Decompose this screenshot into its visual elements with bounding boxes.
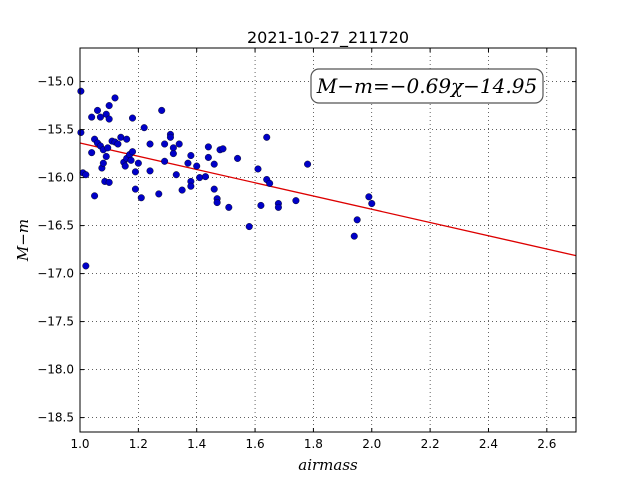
data-point (263, 133, 271, 141)
data-point (99, 159, 107, 167)
data-point (140, 124, 148, 132)
data-point (178, 186, 186, 194)
y-tick-label: −16.5 (37, 219, 74, 233)
data-point (245, 223, 253, 231)
data-point (146, 140, 154, 148)
chart-title: 2021-10-27_211720 (247, 28, 409, 48)
data-point (129, 114, 137, 122)
data-point (88, 149, 96, 157)
data-point (219, 145, 227, 153)
x-tick-label: 1.6 (246, 437, 265, 451)
x-tick-label: 2.4 (479, 437, 498, 451)
data-point (121, 162, 129, 170)
data-point (368, 200, 376, 208)
x-tick-label: 2.0 (362, 437, 381, 451)
data-point (146, 167, 154, 175)
data-point (105, 115, 113, 123)
data-point (169, 150, 177, 158)
data-point (266, 179, 274, 187)
data-point (123, 135, 131, 143)
data-point (172, 171, 180, 179)
x-tick-label: 1.2 (129, 437, 148, 451)
data-point (134, 159, 142, 167)
data-point (129, 148, 137, 156)
data-point (111, 94, 119, 102)
data-point (365, 193, 373, 201)
data-point (117, 133, 125, 141)
y-tick-label: −15.0 (37, 75, 74, 89)
y-tick-label: −15.5 (37, 123, 74, 137)
x-tick-label: 2.2 (421, 437, 440, 451)
fit-equation: M−m=−0.69χ−14.95 (316, 74, 537, 98)
x-tick-label: 2.6 (537, 437, 556, 451)
y-tick-label: −18.0 (37, 363, 74, 377)
y-tick-label: −17.5 (37, 315, 74, 329)
data-point (225, 203, 233, 211)
data-point (274, 203, 282, 211)
data-point (166, 133, 174, 141)
plot-frame (79, 47, 577, 433)
x-tick-label: 1.8 (304, 437, 323, 451)
data-point (91, 192, 99, 200)
data-point (161, 140, 169, 148)
data-point (196, 174, 204, 182)
y-tick-label: −17.0 (37, 267, 74, 281)
data-point (210, 185, 218, 193)
data-point (187, 152, 195, 160)
data-point (350, 232, 358, 240)
data-point (257, 201, 265, 209)
x-tick-label: 1.4 (187, 437, 206, 451)
y-tick-label: −18.5 (37, 411, 74, 425)
data-point (105, 102, 113, 110)
grid (79, 48, 576, 432)
data-point (77, 87, 85, 95)
annotation-box: M−m=−0.69χ−14.95 (310, 68, 544, 104)
x-axis-label: airmass (298, 456, 358, 474)
data-point (353, 216, 361, 224)
data-point (94, 106, 102, 114)
data-point (184, 159, 192, 167)
data-point (175, 140, 183, 148)
data-point (82, 171, 90, 179)
data-point (292, 197, 300, 205)
y-tick-label: −16.0 (37, 171, 74, 185)
y-axis-label: M−m (14, 219, 32, 262)
data-point (131, 168, 139, 176)
data-point (158, 106, 166, 114)
data-point (210, 160, 218, 168)
data-point (102, 152, 110, 160)
points-group (77, 87, 376, 270)
data-point (204, 153, 212, 161)
data-point (213, 199, 221, 207)
data-point (234, 154, 242, 162)
annotation-border (310, 68, 544, 104)
data-point (304, 160, 312, 168)
ticks: 1.0 1.2 1.4 1.6 1.8 2.0 2.2 2.4 2.6 −15.0 −15.5 −16… (37, 48, 576, 451)
data-point (155, 190, 163, 198)
data-point (254, 165, 262, 173)
data-point (204, 143, 212, 151)
data-point (201, 173, 209, 181)
x-tick-label: 1.0 (70, 437, 89, 451)
data-point (193, 162, 201, 170)
data-point (77, 128, 85, 136)
data-point (131, 185, 139, 193)
data-point (96, 113, 104, 121)
data-point (161, 157, 169, 165)
data-point (114, 140, 122, 148)
data-point (187, 182, 195, 190)
data-point (104, 144, 112, 152)
data-point (82, 262, 90, 270)
data-point (127, 156, 135, 164)
data-point (137, 194, 145, 202)
data-point (88, 113, 96, 121)
data-point (105, 178, 113, 186)
